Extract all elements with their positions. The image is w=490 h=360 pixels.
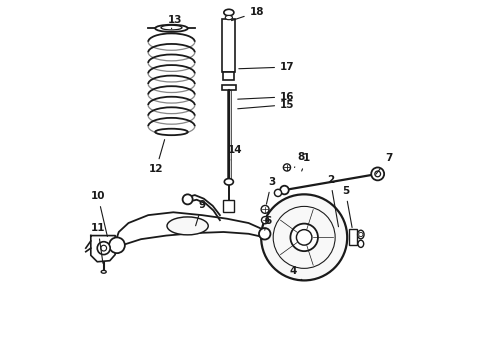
Ellipse shape [167, 217, 208, 235]
Bar [223, 200, 234, 212]
Ellipse shape [101, 270, 106, 273]
Circle shape [274, 189, 282, 197]
Ellipse shape [225, 15, 232, 20]
Text: 1: 1 [302, 153, 310, 171]
Text: 16: 16 [238, 92, 294, 102]
Ellipse shape [224, 179, 233, 185]
Text: 17: 17 [239, 62, 294, 72]
Circle shape [375, 171, 381, 177]
Ellipse shape [358, 240, 364, 247]
Text: 14: 14 [228, 144, 242, 161]
Bar [227, 90, 231, 182]
Ellipse shape [224, 9, 234, 16]
Polygon shape [91, 235, 115, 262]
Circle shape [259, 228, 270, 239]
Text: 8: 8 [294, 152, 304, 167]
Circle shape [296, 230, 312, 245]
Circle shape [101, 245, 107, 251]
Bar [223, 72, 234, 80]
Text: 6: 6 [264, 216, 271, 230]
Ellipse shape [155, 129, 188, 135]
Ellipse shape [358, 230, 364, 239]
Ellipse shape [161, 25, 182, 30]
Text: 7: 7 [376, 153, 392, 174]
Text: 12: 12 [149, 140, 165, 174]
Text: 11: 11 [91, 224, 105, 263]
Text: 5: 5 [342, 186, 352, 228]
Circle shape [280, 186, 289, 194]
Text: 13: 13 [168, 15, 182, 29]
Text: 18: 18 [231, 7, 264, 21]
Bar [349, 229, 357, 245]
Circle shape [371, 167, 384, 180]
Circle shape [261, 206, 269, 213]
Ellipse shape [155, 25, 188, 32]
Circle shape [261, 194, 347, 280]
Circle shape [97, 242, 110, 255]
Text: 3: 3 [267, 177, 275, 204]
Circle shape [291, 224, 318, 251]
Circle shape [262, 217, 269, 224]
Text: 4: 4 [289, 266, 302, 280]
Text: 10: 10 [91, 191, 107, 237]
Circle shape [183, 194, 193, 204]
Circle shape [359, 232, 363, 237]
Circle shape [283, 164, 291, 171]
Text: 9: 9 [196, 200, 205, 226]
Circle shape [109, 237, 125, 253]
Bar [222, 85, 236, 90]
Bar [222, 19, 235, 72]
Text: 15: 15 [238, 100, 294, 110]
Text: 2: 2 [327, 175, 339, 227]
